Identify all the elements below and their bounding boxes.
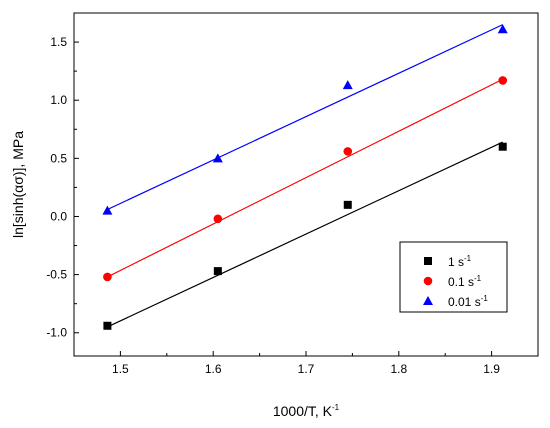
legend-box	[399, 241, 508, 313]
data-point	[498, 76, 508, 85]
y-tick-label: 1.0	[50, 93, 67, 107]
data-point	[497, 24, 508, 34]
x-tick-label: 1.8	[390, 362, 407, 376]
legend-label: 0.01 s-1	[448, 294, 488, 309]
fit-line	[107, 24, 503, 211]
data-point	[212, 153, 223, 163]
data-point	[343, 147, 353, 156]
legend-marker	[423, 276, 433, 286]
legend-marker	[424, 257, 432, 265]
y-axis-ticks: -1.0 -0.5 0.0 0.5 1.0 1.5	[46, 35, 79, 340]
data-point	[342, 80, 353, 90]
y-tick-label: -0.5	[46, 268, 67, 282]
fit-line	[107, 78, 504, 278]
data-point	[343, 200, 352, 209]
x-tick-label: 1.7	[298, 362, 315, 376]
data-point	[103, 272, 112, 282]
y-tick-label: 0.5	[50, 151, 67, 165]
data-point	[213, 267, 222, 276]
data-point	[213, 214, 223, 224]
fit-lines	[107, 24, 504, 328]
legend-item: 0.01 s-1	[423, 294, 488, 309]
legend-marker	[423, 296, 433, 305]
legend-label: 1 s-1	[448, 254, 472, 269]
x-tick-label: 1.6	[205, 362, 222, 376]
data-point	[103, 321, 112, 330]
y-tick-label: 0.0	[50, 209, 67, 223]
x-tick-label: 1.5	[112, 362, 129, 376]
legend-item: 0.1 s-1	[423, 274, 482, 289]
y-tick-label: 1.5	[50, 35, 67, 49]
x-tick-label: 1.9	[483, 362, 500, 376]
legend-item: 1 s-1	[424, 254, 472, 269]
data-points	[102, 24, 508, 330]
data-point	[498, 142, 507, 151]
x-axis-title: 1000/T, K-1	[273, 403, 340, 419]
legend-label: 0.1 s-1	[448, 274, 482, 289]
y-tick-label: -1.0	[46, 326, 67, 340]
legend: 1 s-1 0.1 s-1 0.01 s-1	[399, 241, 508, 313]
fit-line	[107, 141, 503, 328]
y-axis-title: ln[sinh(ασ)], MPa	[10, 131, 26, 238]
data-point	[102, 205, 113, 215]
x-axis-ticks: 1.5 1.6 1.7 1.8 1.9	[73, 351, 500, 376]
